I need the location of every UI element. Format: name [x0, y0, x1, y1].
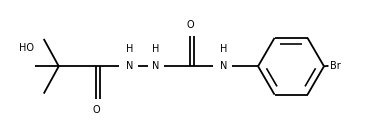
Text: Br: Br — [330, 61, 340, 71]
Text: N: N — [126, 61, 133, 71]
Text: H: H — [126, 43, 133, 54]
Text: HO: HO — [20, 43, 35, 53]
Text: O: O — [92, 105, 100, 115]
Text: H: H — [220, 43, 227, 54]
Text: H: H — [153, 43, 160, 54]
Text: O: O — [186, 20, 194, 30]
Text: N: N — [220, 61, 227, 71]
Text: N: N — [153, 61, 160, 71]
